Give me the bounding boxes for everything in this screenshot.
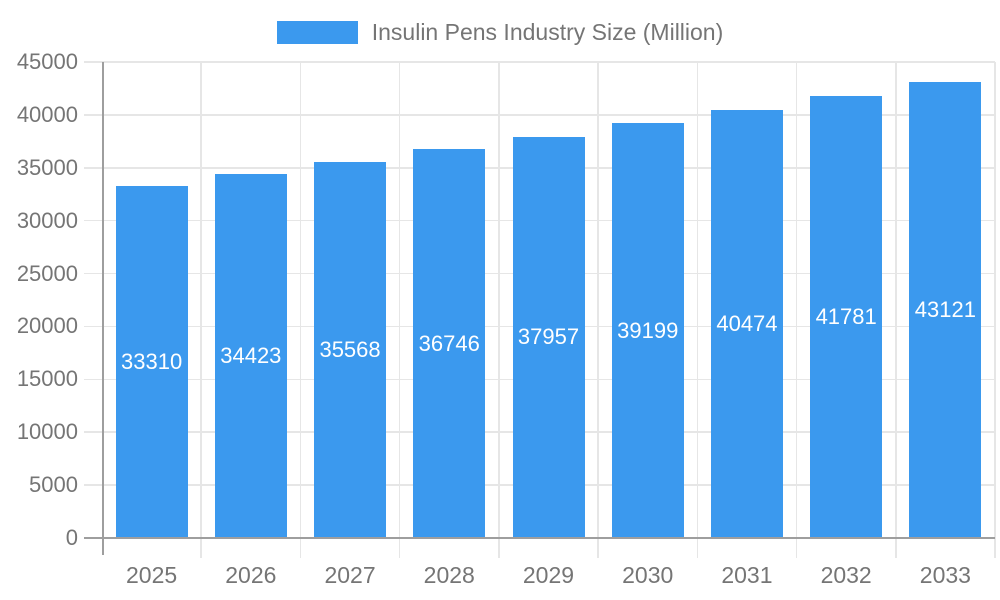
bar-value-label: 43121 <box>914 296 976 322</box>
gridline-horizontal <box>84 114 995 116</box>
bar-2025[interactable]: 33310 <box>115 185 188 538</box>
y-axis-line <box>102 62 104 555</box>
plot-area: 33310 34423 35568 36746 37957 39199 40474 41781… <box>84 61 996 558</box>
bar-2031[interactable]: 40474 <box>710 109 783 538</box>
y-tick-label: 15000 <box>16 366 78 392</box>
bar-value-label: 36746 <box>418 330 480 356</box>
gridline-vertical <box>498 62 500 558</box>
y-tick-label: 35000 <box>16 154 78 180</box>
legend-swatch <box>276 21 358 44</box>
bar-value-label: 35568 <box>319 336 381 362</box>
x-axis-line <box>84 537 995 539</box>
x-tick-label: 2030 <box>622 562 674 588</box>
gridline-horizontal <box>84 61 995 63</box>
gridline-vertical <box>597 62 599 558</box>
y-tick-label: 20000 <box>16 313 78 339</box>
gridline-vertical <box>795 62 798 558</box>
x-tick-label: 2028 <box>423 562 475 588</box>
x-tick-label: 2033 <box>919 562 971 588</box>
gridline-vertical <box>994 62 996 558</box>
y-tick-label: 45000 <box>16 49 78 74</box>
y-tick-label: 0 <box>65 525 78 550</box>
bar-2033[interactable]: 43121 <box>909 81 982 538</box>
bar-value-label: 40474 <box>716 310 778 336</box>
gridline-vertical <box>398 62 401 558</box>
bar-2028[interactable]: 36746 <box>413 149 486 538</box>
bar-value-label: 34423 <box>220 342 282 368</box>
y-tick-label: 10000 <box>16 419 78 445</box>
x-tick-label: 2025 <box>126 562 178 588</box>
bar-2032[interactable]: 41781 <box>810 96 883 538</box>
bar-value-label: 41781 <box>815 304 877 330</box>
y-tick-label: 30000 <box>16 207 78 233</box>
x-tick-label: 2031 <box>721 562 773 588</box>
gridline-vertical <box>200 62 202 558</box>
bar-2030[interactable]: 39199 <box>611 123 684 538</box>
bar-value-label: 37957 <box>517 324 580 350</box>
x-tick-label: 2029 <box>522 562 575 588</box>
x-tick-label: 2026 <box>225 562 277 588</box>
y-tick-label: 40000 <box>16 101 78 127</box>
gridline-vertical <box>299 62 302 558</box>
y-tick-label: 25000 <box>16 260 78 286</box>
y-tick-label: 5000 <box>29 472 78 498</box>
gridline-vertical <box>696 62 699 558</box>
bar-value-label: 33310 <box>121 348 183 374</box>
x-tick-label: 2027 <box>324 562 376 588</box>
legend[interactable]: Insulin Pens Industry Size (Million) <box>0 19 1000 46</box>
bar-value-label: 39199 <box>617 317 679 343</box>
bar-2026[interactable]: 34423 <box>214 173 287 538</box>
gridline-vertical <box>895 62 897 558</box>
x-tick-label: 2032 <box>820 562 872 588</box>
bar-2029[interactable]: 37957 <box>512 136 585 538</box>
bar-2027[interactable]: 35568 <box>314 161 387 538</box>
legend-label: Insulin Pens Industry Size (Million) <box>371 19 724 45</box>
